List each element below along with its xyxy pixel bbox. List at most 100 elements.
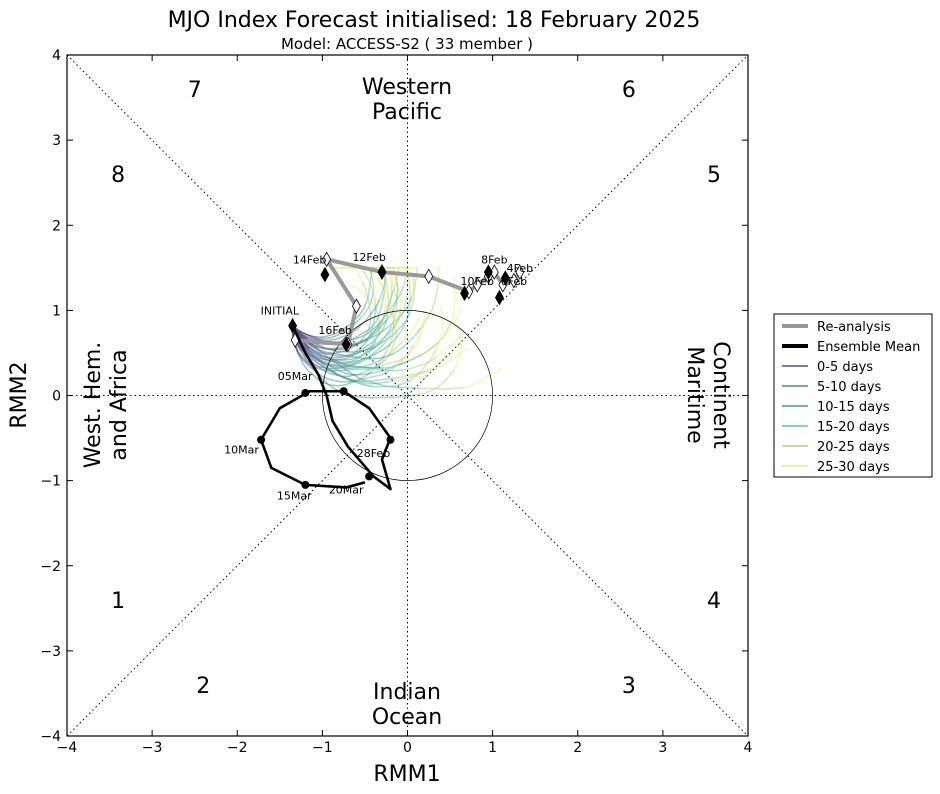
ensemble-member-segment — [361, 311, 372, 340]
ensemble-date-label: 10Mar — [224, 443, 259, 456]
reanalysis-open-marker — [424, 268, 434, 285]
reanalysis-open-marker — [509, 272, 519, 289]
ensemble-member-segment — [338, 343, 370, 361]
chart-title: MJO Index Forecast initialised: 18 Febru… — [168, 8, 701, 33]
phase-guides — [66, 54, 749, 737]
reanalysis-filled-marker — [341, 336, 351, 353]
reanalysis-filled-marker — [320, 266, 330, 283]
ensemble-member-segment — [361, 340, 388, 363]
ensemble-member-segment — [375, 308, 386, 339]
legend-label: Ensemble Mean — [817, 340, 920, 355]
ensemble-member-segment — [355, 338, 377, 361]
ensemble-member-segment — [372, 272, 394, 311]
ensemble-member-segment — [347, 284, 376, 308]
x-tick-label: 1 — [488, 740, 497, 756]
phase-label: 1 — [111, 589, 125, 614]
reanalysis-open-marker — [322, 251, 332, 268]
ensemble-member-segment — [386, 282, 399, 321]
unit-circle — [322, 310, 493, 481]
ensemble-member-segment — [369, 367, 404, 372]
ensemble-member-segment — [381, 384, 422, 390]
ensemble-member-segment — [340, 338, 369, 359]
ensemble-member-segment — [321, 375, 355, 383]
ensemble-date-label: 20Mar — [329, 483, 364, 496]
reanalysis-open-marker — [351, 298, 361, 314]
legend-label: 25-30 days — [817, 460, 890, 475]
ensemble-member-segment — [409, 272, 415, 313]
ensemble-member-segment — [342, 267, 363, 282]
y-tick-label: −3 — [40, 644, 61, 660]
y-tick-label: −1 — [40, 474, 61, 490]
region-label-continent: Continent — [708, 341, 733, 449]
ensemble-member-segment — [391, 274, 402, 309]
ensemble-member-segment — [308, 349, 341, 359]
legend-label: 15-20 days — [817, 420, 890, 435]
ensemble-mean-marker — [386, 435, 395, 444]
ensemble-mean-marker — [365, 472, 374, 481]
region-label-pacific: Pacific — [372, 100, 442, 125]
x-tick-label: −1 — [312, 740, 333, 756]
legend: Re-analysis Ensemble Mean 0-5 days 5-10 day… — [773, 313, 933, 478]
x-tick-label: −2 — [227, 740, 248, 756]
ensemble-member-segment — [435, 346, 468, 370]
ensemble-member-segment — [386, 308, 402, 342]
ensemble-member-segment — [403, 356, 437, 371]
region-label-western: Western — [362, 75, 452, 100]
ensemble-member-segment — [378, 277, 387, 310]
ensemble-member-segment — [306, 354, 338, 376]
phase-label: 4 — [707, 589, 721, 614]
ensemble-member-segment — [399, 368, 436, 378]
reanalysis-filled-marker — [483, 264, 493, 280]
ensemble-member-segment — [373, 290, 386, 325]
ensemble-member-segment — [384, 283, 393, 316]
phase-label: 5 — [707, 163, 721, 188]
phase-labels: 7 6 8 5 1 4 2 3 — [111, 78, 721, 699]
reanalysis-filled-marker — [494, 289, 504, 306]
ensemble-date-label: 28Feb — [357, 447, 390, 460]
x-tick-label: 0 — [403, 740, 412, 756]
reanalysis-date-label: 6Feb — [501, 275, 527, 288]
ensemble-member-segment — [433, 267, 441, 284]
ensemble-member-segment — [409, 322, 423, 355]
ensemble-member-segment — [354, 370, 389, 382]
y-tick-label: 0 — [52, 389, 61, 405]
ensemble-member-segment — [346, 323, 375, 343]
ensemble-member-segment — [303, 347, 325, 365]
ensemble-member-segment — [380, 267, 398, 283]
ensemble-date-label: 15Mar — [277, 489, 312, 502]
phase-label: 2 — [196, 674, 210, 699]
x-tick-label: 3 — [658, 740, 667, 756]
ensemble-member-segment — [352, 343, 391, 363]
region-label-indian: Indian — [373, 680, 441, 705]
region-label-and-africa: and Africa — [107, 349, 132, 460]
ensemble-member-segment — [356, 380, 390, 385]
ensemble-member-segment — [379, 353, 411, 368]
reanalysis-date-label: 16Feb — [318, 324, 351, 337]
ensemble-member-segment — [435, 331, 465, 358]
reanalysis-filled-marker — [500, 270, 510, 286]
y-tick-label: 2 — [52, 218, 61, 234]
ensemble-member-segment — [327, 359, 356, 363]
ensemble-member-segment — [402, 314, 421, 342]
ensemble-member-segment — [372, 379, 412, 388]
ensemble-member-segment — [422, 351, 453, 374]
ensemble-member-segment — [332, 370, 365, 383]
ensemble-date-label: 05Mar — [278, 370, 313, 383]
x-tick-label: 4 — [744, 740, 753, 756]
ensemble-member-segment — [361, 269, 377, 305]
diagonal-guide — [66, 54, 749, 737]
x-tick-label: −4 — [57, 740, 78, 756]
y-tick-label: 1 — [52, 303, 61, 319]
region-label-maritime: Maritime — [682, 346, 707, 443]
x-axis-label: RMM1 — [373, 762, 440, 787]
reanalysis-date-label: INITIAL — [261, 305, 300, 318]
ensemble-member-segment — [379, 340, 404, 362]
region-labels: Western Pacific Indian Ocean West. Hem. … — [81, 75, 733, 730]
phase-label: 8 — [111, 163, 125, 188]
ensemble-member-segment — [346, 369, 382, 386]
reanalysis-track — [288, 251, 525, 353]
reanalysis-filled-marker — [460, 285, 469, 302]
ensemble-members — [291, 267, 504, 399]
region-label-west-hem: West. Hem. — [81, 342, 106, 469]
